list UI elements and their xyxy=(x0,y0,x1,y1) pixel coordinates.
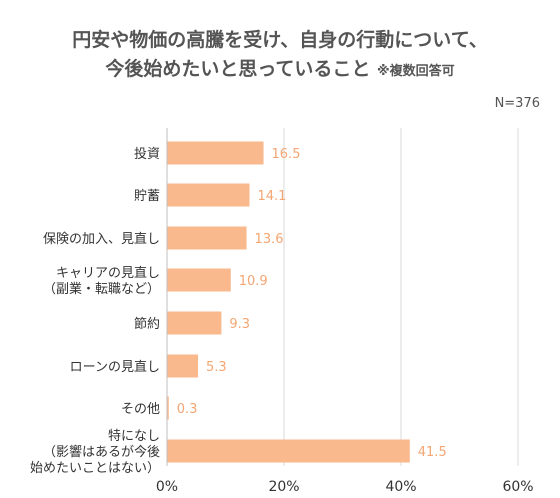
category-label-2-0: 保険の加入、見直し xyxy=(43,232,160,247)
category-label-0-0: 投資 xyxy=(134,146,160,162)
chart-title-line2-text: 今後始めたいと思っていること xyxy=(105,58,371,80)
chart-title: 円安や物価の高騰を受け、自身の行動について、 今後始めたいと思っていること ※複… xyxy=(0,26,560,86)
category-label-7-0: 特になし xyxy=(108,429,160,444)
value-label-2: 13.6 xyxy=(255,232,284,247)
sample-size-label: N=376 xyxy=(494,96,540,111)
x-tick-label-3: 60% xyxy=(502,479,533,495)
value-label-1: 14.1 xyxy=(257,189,286,204)
category-label-7-1: （影響はあるが今後 xyxy=(43,444,160,460)
value-label-6: 0.3 xyxy=(177,402,198,417)
category-label-7-2: 始めたいことはない） xyxy=(30,461,160,476)
category-label-6-0: その他 xyxy=(121,402,160,417)
bar-6 xyxy=(167,396,169,420)
bar-7 xyxy=(167,439,410,463)
x-tick-label-0: 0% xyxy=(156,479,178,495)
value-label-5: 5.3 xyxy=(206,360,227,375)
value-label-7: 41.5 xyxy=(418,445,447,460)
bar-4 xyxy=(167,311,222,335)
chart-title-line1: 円安や物価の高騰を受け、自身の行動について、 xyxy=(72,29,488,51)
x-tick-label-2: 40% xyxy=(385,479,416,495)
category-label-5-0: ローンの見直し xyxy=(70,360,160,375)
bar-5 xyxy=(167,354,199,378)
chart-title-note: ※複数回答可 xyxy=(377,64,455,79)
category-label-4-0: 節約 xyxy=(134,317,160,332)
value-label-4: 9.3 xyxy=(229,317,250,332)
chart-title-line2: 今後始めたいと思っていること ※複数回答可 xyxy=(0,55,560,86)
bar-0 xyxy=(167,141,264,165)
value-label-0: 16.5 xyxy=(272,147,301,162)
category-label-3-0: キャリアの見直し xyxy=(56,266,160,281)
category-label-3-1: （副業・転職など） xyxy=(43,281,160,297)
bar-2 xyxy=(167,226,247,250)
value-label-3: 10.9 xyxy=(239,274,268,289)
x-tick-label-1: 20% xyxy=(268,479,299,495)
bar-1 xyxy=(167,183,250,207)
bar-3 xyxy=(167,268,231,292)
category-label-1-0: 貯蓄 xyxy=(134,189,160,204)
